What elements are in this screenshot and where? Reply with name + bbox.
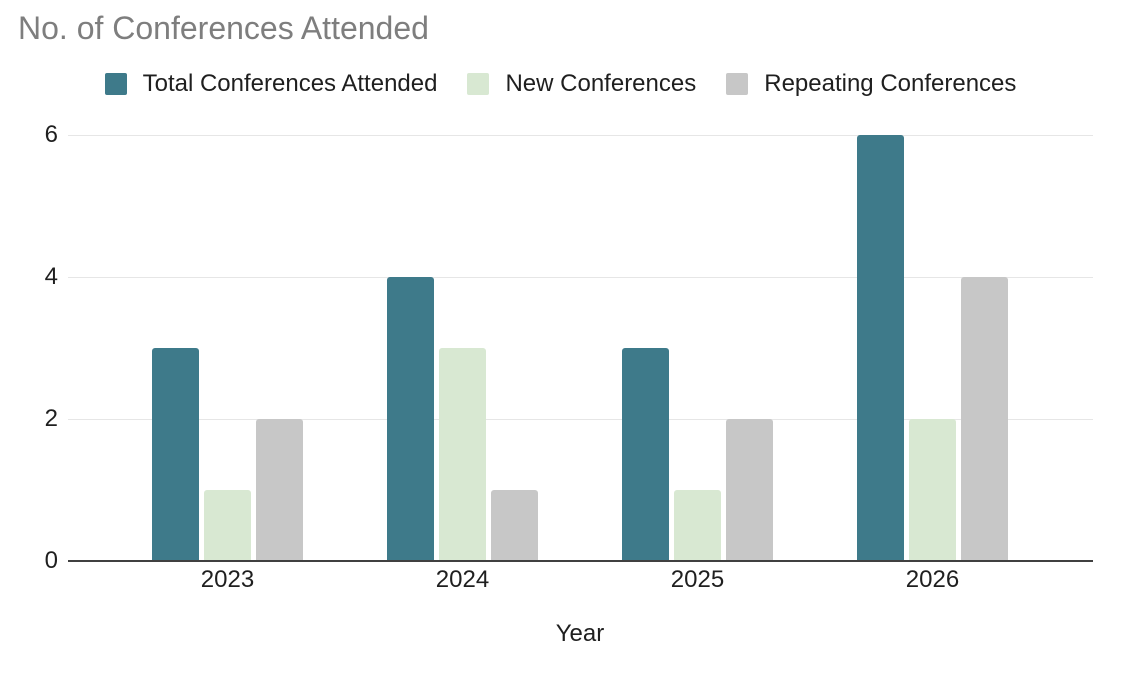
x-axis-baseline [68, 560, 1093, 562]
bar-new-conferences-2023 [204, 490, 251, 561]
legend-item-new-conferences: New Conferences [467, 70, 696, 98]
bar-repeating-conferences-2026 [961, 277, 1008, 561]
bar-group-2025 [580, 135, 815, 561]
bar-new-conferences-2024 [439, 348, 486, 561]
bar-repeating-conferences-2023 [256, 419, 303, 561]
y-tick-label-0: 0 [44, 547, 58, 574]
x-axis-title: Year [555, 620, 605, 647]
legend-swatch-new-conferences [467, 73, 490, 95]
gridline-4 [68, 276, 1093, 278]
bar-group-2023 [110, 135, 345, 561]
x-tick-label-2025: 2025 [670, 566, 725, 593]
bar-total-conferences-attended-2024 [387, 277, 434, 561]
y-tick-label-2: 2 [44, 404, 58, 432]
x-axis-labels: 2023 2024 2025 2026 [110, 566, 1050, 594]
bar-group-2026 [815, 135, 1050, 561]
bar-total-conferences-attended-2026 [857, 135, 904, 561]
chart-title: No. of Conferences Attended [18, 10, 429, 46]
x-tick-label-2023: 2023 [200, 566, 255, 593]
legend-label: Repeating Conferences [764, 70, 1017, 97]
bar-total-conferences-attended-2025 [622, 348, 669, 561]
x-tick-label-2026: 2026 [905, 566, 960, 593]
legend-label: New Conferences [505, 70, 697, 97]
bar-new-conferences-2026 [909, 419, 956, 561]
y-axis-labels: 0 2 4 6 [0, 121, 58, 574]
bar-total-conferences-attended-2023 [152, 348, 199, 561]
legend-item-total-conferences-attended: Total Conferences Attended [104, 70, 438, 98]
legend: Total Conferences Attended New Conference… [0, 70, 1121, 98]
y-tick-label-6: 6 [44, 121, 58, 148]
legend-swatch-total-conferences-attended [104, 73, 127, 95]
x-tick-label-2024: 2024 [435, 566, 490, 593]
legend-label: Total Conferences Attended [142, 70, 438, 97]
plot-bands [110, 135, 1050, 561]
plot-area [68, 135, 1093, 562]
bar-group-2024 [345, 135, 580, 561]
bar-repeating-conferences-2024 [491, 490, 538, 561]
bar-repeating-conferences-2025 [726, 419, 773, 561]
y-tick-label-4: 4 [44, 262, 58, 290]
legend-swatch-repeating-conferences [726, 73, 749, 95]
gridline-2 [68, 418, 1093, 420]
legend-item-repeating-conferences: Repeating Conferences [726, 70, 1016, 98]
gridline-6 [68, 135, 1093, 136]
bar-new-conferences-2025 [674, 490, 721, 561]
